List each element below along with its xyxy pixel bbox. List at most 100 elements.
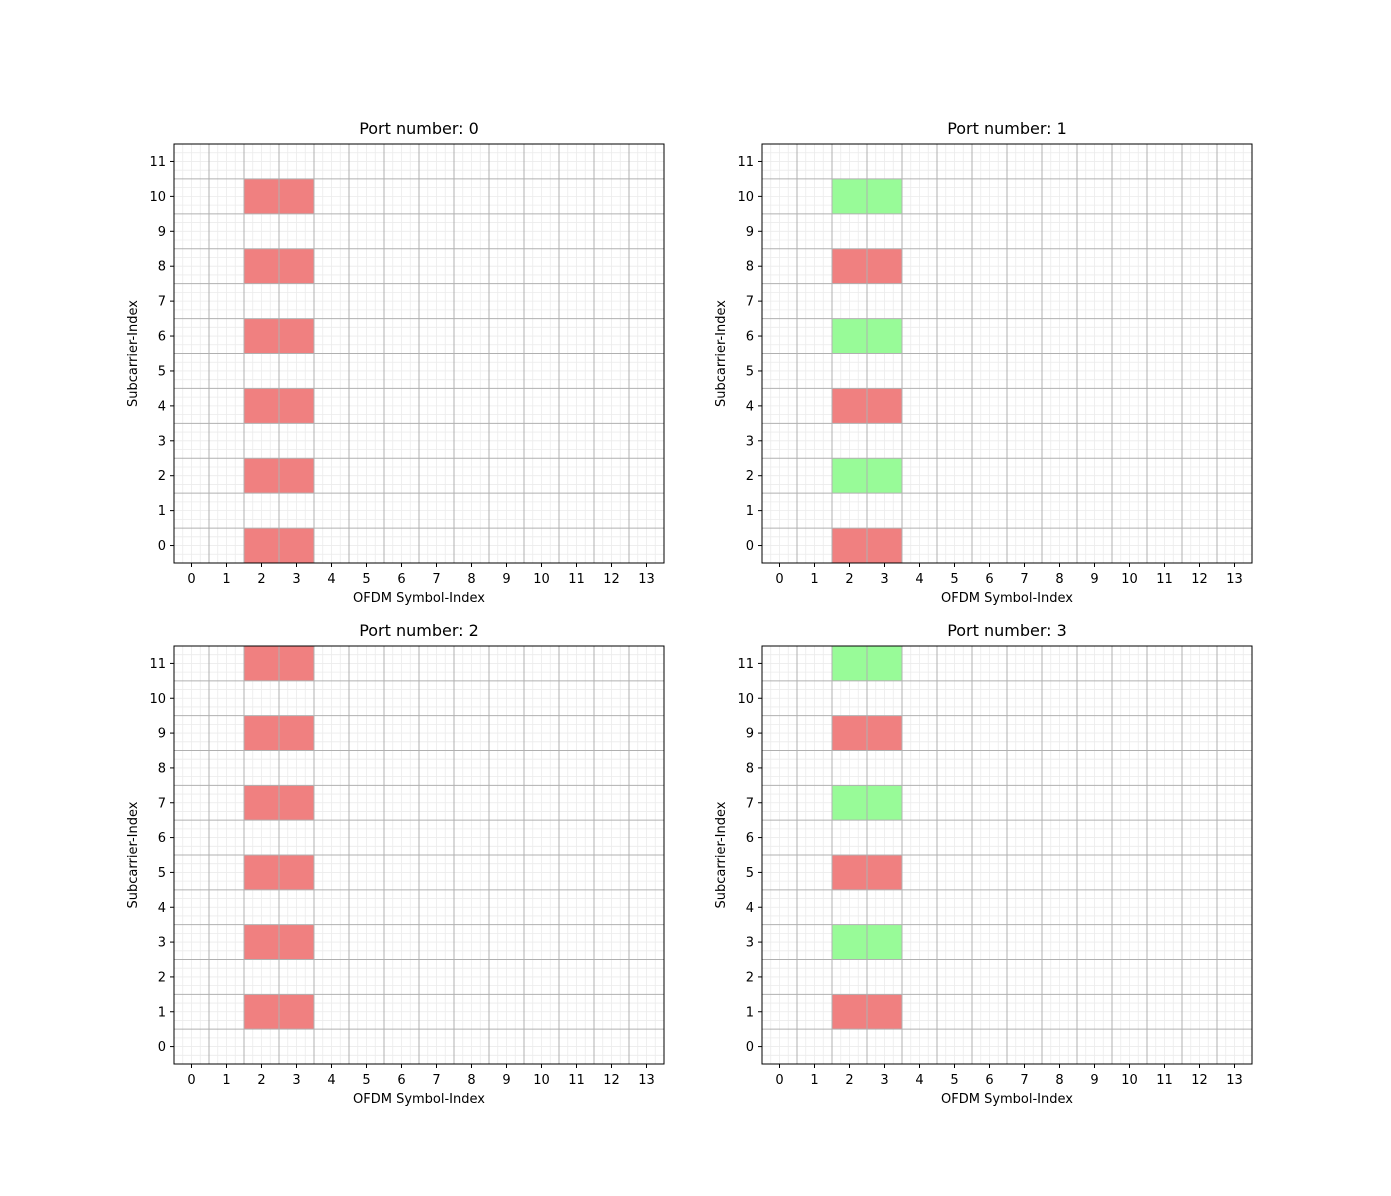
y-tick-label: 9 [746, 727, 754, 742]
panel-title: Port number: 0 [359, 119, 479, 138]
y-tick-label: 3 [746, 936, 754, 951]
x-tick-label: 11 [568, 1073, 585, 1088]
y-tick-label: 7 [746, 295, 754, 310]
y-tick-label: 8 [746, 260, 754, 275]
axes-frame [173, 645, 665, 1065]
x-axis-label: OFDM Symbol-Index [941, 591, 1073, 606]
panel-title: Port number: 2 [359, 621, 479, 640]
x-tick-label: 12 [1191, 572, 1208, 587]
y-tick-label: 4 [158, 901, 166, 916]
resource-element [867, 855, 902, 890]
x-tick-label: 7 [1020, 572, 1028, 587]
x-tick-label: 10 [533, 572, 550, 587]
x-tick-label: 5 [362, 1073, 370, 1088]
resource-element [279, 994, 314, 1030]
resource-element [867, 646, 902, 681]
resource-element [867, 458, 902, 494]
x-tick-label: 6 [397, 572, 405, 587]
y-tick-label: 4 [746, 399, 754, 414]
resource-element [832, 855, 867, 890]
resource-element [832, 528, 867, 563]
x-tick-label: 2 [257, 572, 265, 587]
resource-element [867, 785, 902, 821]
y-tick-label: 1 [746, 504, 754, 519]
resource-element [867, 994, 902, 1030]
resource-element [244, 785, 279, 821]
x-tick-label: 0 [775, 1073, 783, 1088]
x-tick-label: 6 [985, 572, 993, 587]
resource-element [832, 715, 867, 751]
resource-element [279, 646, 314, 681]
resource-element [832, 248, 867, 284]
x-tick-label: 1 [810, 572, 818, 587]
y-tick-label: 5 [746, 866, 754, 881]
x-tick-label: 5 [362, 572, 370, 587]
resource-element [244, 458, 279, 494]
axes-frame [761, 645, 1253, 1065]
y-tick-label: 1 [158, 504, 166, 519]
y-tick-label: 11 [149, 155, 166, 170]
x-tick-label: 0 [775, 572, 783, 587]
resource-element [832, 318, 867, 354]
resource-element [244, 715, 279, 751]
x-tick-label: 10 [1121, 572, 1138, 587]
x-tick-label: 2 [257, 1073, 265, 1088]
resource-element [832, 646, 867, 681]
y-tick-label: 8 [158, 260, 166, 275]
y-tick-label: 6 [158, 831, 166, 846]
x-tick-label: 13 [1226, 572, 1243, 587]
x-tick-label: 4 [327, 572, 335, 587]
x-tick-label: 9 [502, 1073, 510, 1088]
y-tick-label: 5 [158, 364, 166, 379]
y-tick-label: 7 [746, 796, 754, 811]
y-tick-label: 0 [746, 539, 754, 554]
major-grid [762, 144, 1252, 563]
y-tick-label: 8 [746, 761, 754, 776]
resource-element [244, 388, 279, 424]
x-axis-label: OFDM Symbol-Index [353, 591, 485, 606]
x-tick-label: 8 [1055, 572, 1063, 587]
resource-element [279, 528, 314, 563]
resource-element [244, 924, 279, 960]
x-tick-label: 4 [915, 572, 923, 587]
y-axis-label: Subcarrier-Index [714, 300, 729, 407]
major-grid [174, 144, 664, 563]
x-axis-label: OFDM Symbol-Index [353, 1092, 485, 1107]
major-grid [174, 646, 664, 1064]
y-tick-label: 0 [158, 539, 166, 554]
y-tick-label: 10 [149, 190, 166, 205]
x-tick-label: 8 [467, 1073, 475, 1088]
x-tick-label: 10 [1121, 1073, 1138, 1088]
x-tick-label: 12 [603, 572, 620, 587]
x-tick-label: 13 [1226, 1073, 1243, 1088]
y-tick-label: 6 [746, 831, 754, 846]
resource-element [279, 924, 314, 960]
x-tick-label: 2 [845, 1073, 853, 1088]
resource-element [244, 248, 279, 284]
y-tick-label: 1 [158, 1005, 166, 1020]
x-tick-label: 6 [397, 1073, 405, 1088]
resource-element [279, 318, 314, 354]
resource-element [279, 248, 314, 284]
x-tick-label: 9 [1090, 572, 1098, 587]
resource-element [832, 994, 867, 1030]
axes-frame [761, 143, 1253, 564]
y-tick-label: 5 [158, 866, 166, 881]
x-tick-label: 6 [985, 1073, 993, 1088]
resource-element [244, 318, 279, 354]
resource-element [244, 528, 279, 563]
resource-element [867, 715, 902, 751]
y-axis-label: Subcarrier-Index [714, 801, 729, 908]
x-tick-label: 13 [638, 572, 655, 587]
major-grid [762, 646, 1252, 1064]
x-tick-label: 7 [432, 1073, 440, 1088]
resource-element [832, 785, 867, 821]
resource-element [832, 924, 867, 960]
x-tick-label: 11 [1156, 1073, 1173, 1088]
x-tick-label: 12 [603, 1073, 620, 1088]
y-tick-label: 2 [158, 469, 166, 484]
y-tick-label: 2 [746, 469, 754, 484]
y-tick-label: 9 [158, 727, 166, 742]
